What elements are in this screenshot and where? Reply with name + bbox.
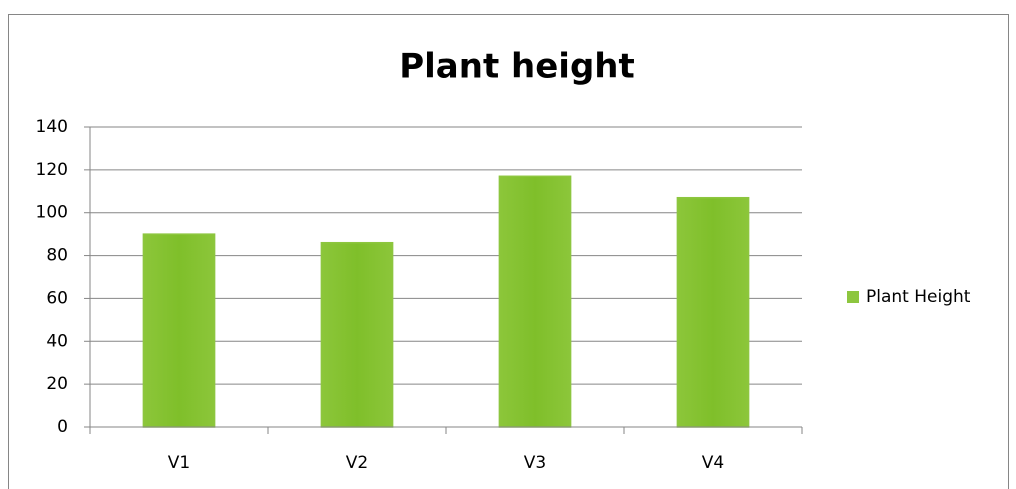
bar <box>320 241 394 428</box>
legend-swatch <box>847 291 859 303</box>
y-tick-label: 120 <box>36 160 68 180</box>
y-tick-label: 60 <box>46 288 68 308</box>
x-tick-label: V2 <box>346 453 368 473</box>
y-tick-label: 100 <box>36 203 68 223</box>
legend-label: Plant Height <box>866 287 971 307</box>
x-tick-label: V4 <box>702 453 724 473</box>
chart-title: Plant height <box>399 47 635 87</box>
x-tick-label: V3 <box>524 453 546 473</box>
y-tick-label: 0 <box>57 417 68 437</box>
y-tick-label: 140 <box>36 117 68 137</box>
y-tick-label: 20 <box>46 374 68 394</box>
y-tick-label: 80 <box>46 246 68 266</box>
bar <box>498 175 572 428</box>
x-tick-label: V1 <box>168 453 190 473</box>
y-tick-label: 40 <box>46 331 68 351</box>
bar <box>142 233 216 428</box>
bar <box>676 196 750 428</box>
